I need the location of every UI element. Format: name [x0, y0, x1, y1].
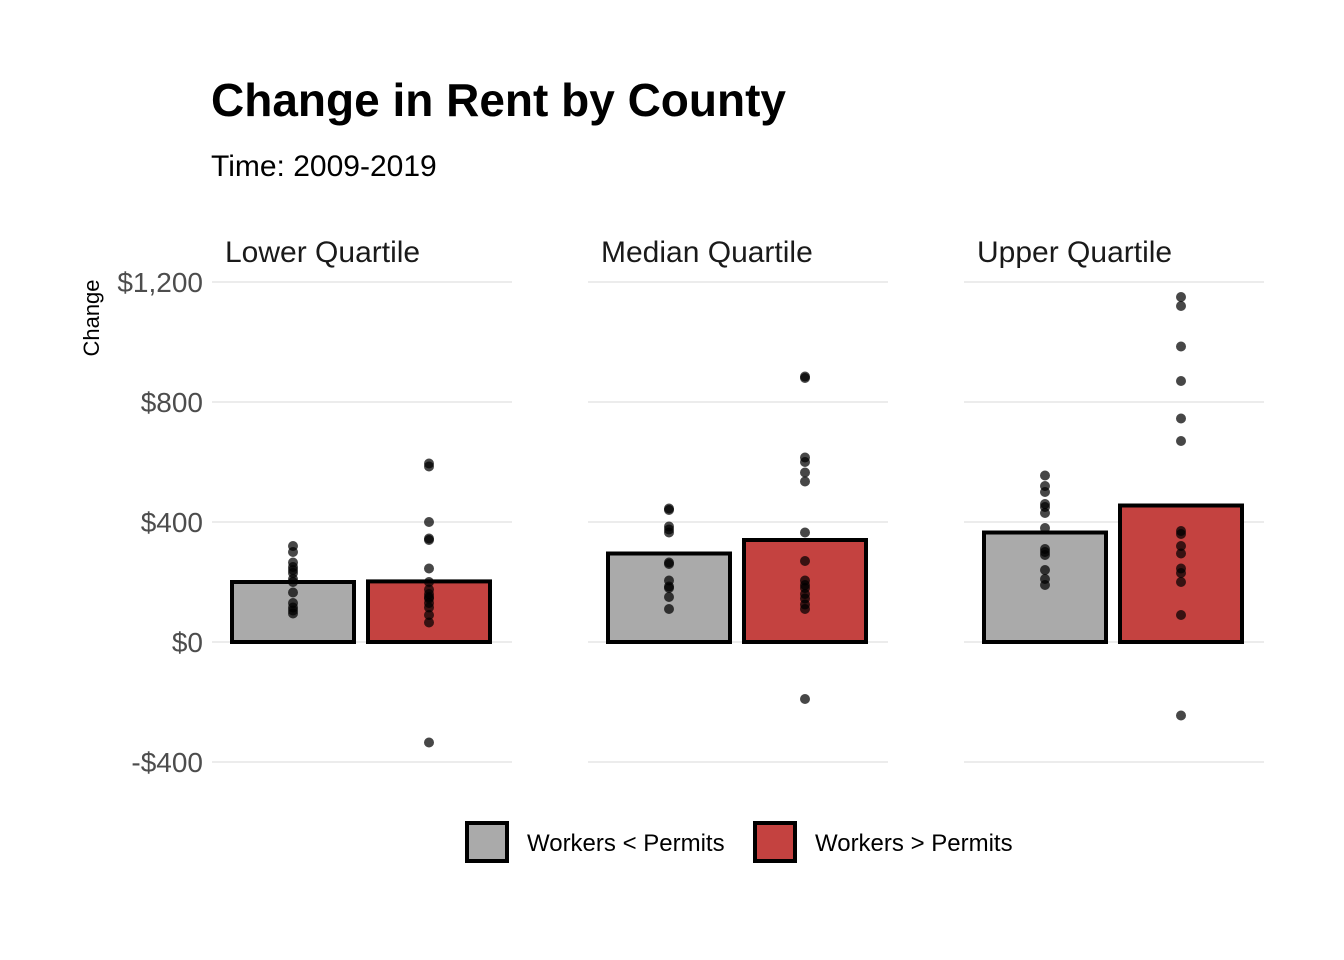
bar: [366, 579, 492, 645]
data-point: [1176, 413, 1186, 424]
legend-item: Workers < Permits: [465, 821, 725, 863]
data-point: [424, 737, 434, 748]
data-point: [1176, 436, 1186, 446]
data-point: [424, 563, 434, 574]
data-point: [288, 587, 298, 598]
facet-panel: Lower Quartile: [212, 236, 512, 763]
legend-swatch: [753, 821, 797, 863]
data-point: [424, 602, 434, 613]
data-point: [1040, 550, 1050, 560]
y-tick-label: $1,200: [117, 267, 203, 298]
y-axis-label: Change: [79, 279, 104, 356]
facet-label: Upper Quartile: [977, 236, 1172, 269]
data-point: [424, 461, 434, 472]
data-point: [1176, 292, 1186, 302]
data-point: [664, 559, 674, 569]
legend-item: Workers > Permits: [753, 821, 1013, 863]
data-point: [1040, 580, 1050, 590]
data-point: [1176, 710, 1186, 721]
legend-label: Workers > Permits: [815, 830, 1013, 857]
data-point: [664, 604, 674, 614]
facets: Lower Quartile Median Quartile Upper Quart…: [212, 236, 1264, 763]
data-point: [1040, 565, 1050, 575]
data-point: [288, 577, 298, 587]
data-point: [800, 457, 810, 467]
y-tick-label: -$400: [131, 747, 203, 778]
data-point: [1176, 301, 1186, 311]
data-point: [800, 527, 810, 538]
data-point: [664, 527, 674, 538]
data-point: [800, 467, 810, 478]
facet-label: Lower Quartile: [225, 236, 420, 269]
facet-panel: Upper Quartile: [964, 236, 1264, 763]
data-point: [1176, 529, 1186, 539]
y-tick-label: $400: [141, 507, 203, 538]
data-point: [288, 547, 298, 557]
data-point: [800, 476, 810, 487]
data-point: [800, 556, 810, 566]
data-point: [664, 592, 674, 602]
data-point: [664, 505, 674, 515]
data-point: [1040, 470, 1050, 481]
legend-label: Workers < Permits: [527, 830, 725, 857]
data-point: [1176, 541, 1186, 551]
y-tick-label: $800: [141, 387, 203, 418]
chart-subtitle: Time: 2009-2019: [211, 150, 437, 183]
data-point: [664, 583, 674, 593]
data-point: [424, 610, 434, 620]
data-point: [288, 608, 298, 619]
data-point: [800, 694, 810, 704]
data-point: [1040, 523, 1050, 533]
facet-label: Median Quartile: [601, 236, 813, 269]
data-point: [424, 517, 434, 527]
data-point: [1040, 487, 1050, 497]
data-point: [1176, 548, 1186, 559]
data-point: [800, 373, 810, 383]
y-tick-label: $0: [172, 627, 203, 658]
data-point: [1176, 341, 1186, 352]
facet-panel: Median Quartile: [588, 236, 888, 763]
data-point: [1176, 577, 1186, 587]
data-point: [1040, 508, 1050, 518]
data-point: [1176, 376, 1186, 386]
legend: Workers < Permits Workers > Permits: [465, 821, 1013, 863]
data-point: [424, 577, 434, 587]
data-point: [424, 617, 434, 628]
data-point: [800, 604, 810, 614]
data-point: [1176, 568, 1186, 578]
chart-title: Change in Rent by County: [211, 74, 786, 126]
data-point: [1176, 610, 1186, 620]
y-axis-ticks: -$400 $0 $400 $800 $1,200: [117, 267, 203, 778]
data-point: [424, 535, 434, 545]
legend-swatch: [465, 821, 509, 863]
